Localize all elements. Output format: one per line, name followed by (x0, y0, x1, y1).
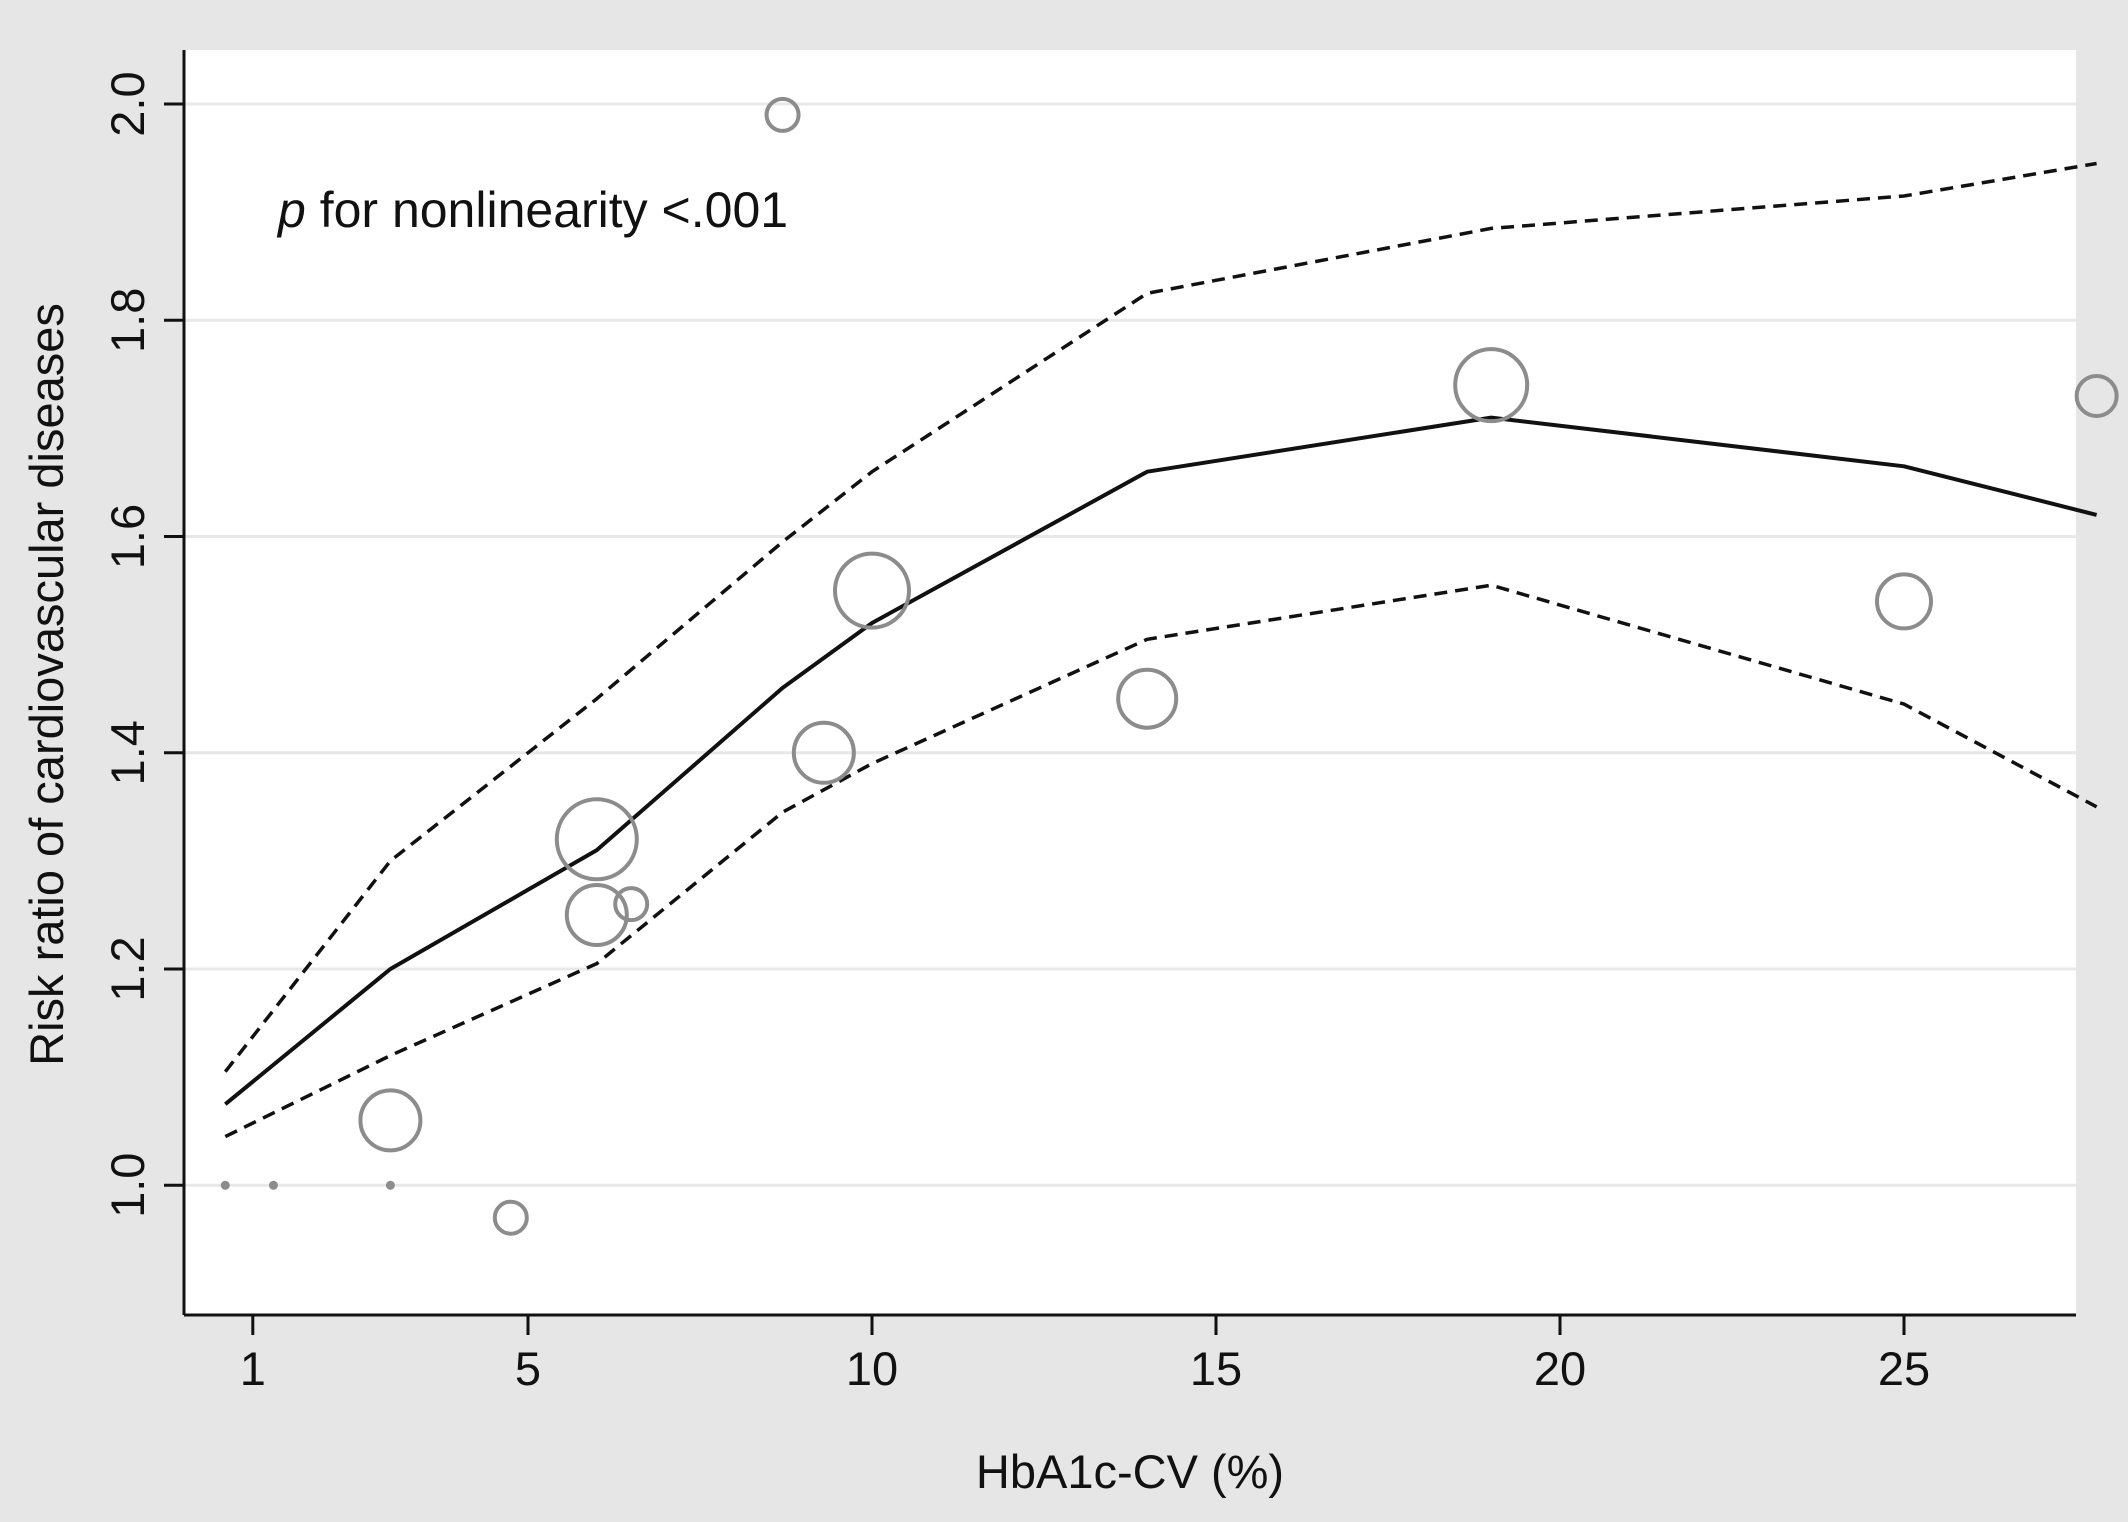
y-tick-label: 1.0 (101, 1153, 154, 1218)
x-tick-label: 20 (1534, 1342, 1586, 1395)
data-point-dot (268, 1180, 278, 1190)
data-point (554, 797, 639, 882)
data-point (358, 1088, 423, 1153)
data-point (613, 886, 650, 923)
plot-area (184, 50, 2076, 1315)
ci-line (223, 161, 2097, 1073)
nonlinearity-annotation: p for nonlinearity <.001 (276, 182, 788, 238)
gridlines (184, 102, 2076, 1187)
x-axis-title: HbA1c-CV (%) (976, 1445, 1284, 1498)
data-point-dot (385, 1180, 395, 1190)
y-axis-title: Risk ratio of cardiovascular diseases (20, 303, 73, 1066)
series-group (223, 161, 2098, 1139)
x-tick-label: 1 (240, 1342, 266, 1395)
data-point (833, 551, 911, 630)
ci-line (224, 583, 2098, 1139)
data-points (220, 96, 2119, 1236)
data-point (564, 882, 629, 947)
p-symbol: p (276, 182, 306, 238)
x-tick-label: 10 (846, 1342, 898, 1395)
data-point (764, 96, 801, 133)
data-point (1453, 347, 1530, 424)
y-tick-label: 1.6 (101, 504, 154, 569)
y-tick-label: 2.0 (101, 71, 154, 136)
ticks: 1 5 10 15 20 251.01.21.41.61.82.0 (101, 71, 1930, 1395)
data-point (791, 720, 856, 785)
x-tick-label: 5 (515, 1342, 541, 1395)
y-tick-label: 1.8 (101, 288, 154, 353)
y-tick-label: 1.2 (101, 936, 154, 1001)
x-tick-label: 15 (1190, 1342, 1242, 1395)
y-tick-label: 1.4 (101, 720, 154, 785)
annotation-text: for nonlinearity <.001 (306, 182, 788, 238)
data-point (2074, 373, 2119, 418)
x-tick-label: 25 (1878, 1342, 1930, 1395)
axes (182, 50, 2076, 1317)
data-point (1875, 572, 1933, 631)
data-point (492, 1199, 529, 1236)
data-point (1116, 667, 1179, 730)
estimate-line (224, 415, 2098, 1106)
data-point-dot (220, 1180, 230, 1190)
